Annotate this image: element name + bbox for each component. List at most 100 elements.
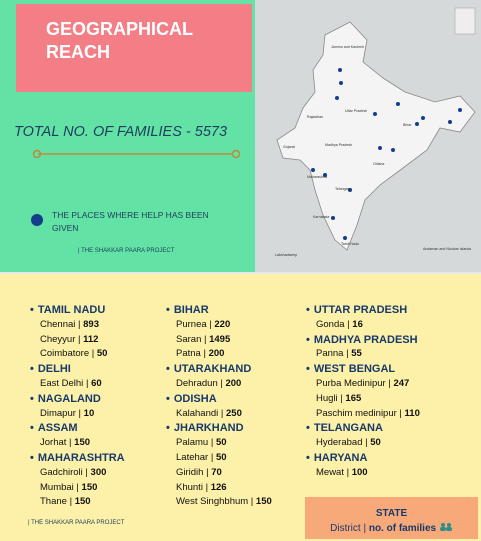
families: 300 (90, 466, 107, 478)
families: 150 (81, 481, 98, 493)
district: Dehradun | 200 (176, 377, 242, 389)
state: • TAMIL NADU (30, 303, 125, 318)
families: 50 (370, 437, 381, 449)
families: 70 (211, 466, 222, 478)
state-name: ASSAM (37, 422, 78, 435)
district: Panna | 55 (316, 348, 362, 360)
state-name: TAMIL NADU (37, 304, 106, 316)
district-name: Saran (176, 333, 202, 345)
district: Giridih | 70 (176, 466, 222, 478)
state-name: NAGALAND (37, 392, 101, 405)
state: • JHARKHAND (166, 421, 272, 436)
district: Latehar | 50 (176, 451, 227, 463)
families: 50 (96, 348, 108, 360)
bullet: • (30, 392, 34, 405)
families: 1495 (209, 333, 231, 345)
district-name: Patna (176, 348, 201, 360)
families: 200 (208, 348, 225, 360)
map-label: Jammu and Kashmir (331, 45, 365, 49)
district-name: Purnea (176, 318, 207, 330)
district-name: Dimapur (40, 407, 76, 419)
district: Patna | 200 (176, 348, 225, 360)
map: Jammu and Kashmir Rajasthan Uttar Prades… (255, 0, 481, 272)
legend-dot (31, 214, 43, 226)
state: • ODISHA (166, 392, 272, 407)
credit: | THE SHAKKAR PAARA PROJECT (28, 520, 125, 526)
map-label: Tamil Nadu (341, 242, 359, 246)
column: • BIHAR Purnea | 220 Saran | 1495 Patna | 20… (166, 303, 272, 510)
district: Chennai | 893 (40, 318, 99, 330)
district: East Delhi | 60 (40, 377, 102, 389)
state-name: JHARKHAND (173, 422, 244, 435)
district-name: Hugli (316, 392, 338, 404)
district-name: Chennai (40, 318, 76, 330)
bullet: • (306, 363, 310, 376)
families: 112 (83, 333, 99, 345)
people-icon (439, 523, 452, 531)
district: Mewat | 100 (316, 466, 368, 478)
district: Purnea | 220 (176, 318, 231, 330)
map-label: Gujarat (283, 145, 295, 149)
key-families: no. of families (368, 523, 437, 534)
district-name: Paschim medinipur (316, 407, 397, 419)
district: Purba Medinipur | 247 (316, 377, 410, 389)
district-name: Kalahandi (176, 407, 219, 419)
state: • TELANGANA (306, 421, 420, 436)
district-name: Gadchiroli (40, 466, 83, 478)
bullet: • (30, 422, 34, 435)
district-name: Giridih (176, 466, 204, 478)
bullet: • (306, 304, 310, 316)
map-label: Bihar (403, 123, 412, 127)
map-label: Karnataka (313, 215, 329, 219)
district: Mumbai | 150 (40, 481, 98, 493)
district: Saran | 1495 (176, 333, 231, 345)
bullet: • (166, 363, 170, 376)
column: • TAMIL NADU Chennai | 893 Cheyyur | 112 Coi… (30, 303, 125, 510)
state: • UTARAKHAND (166, 362, 272, 377)
map-label: Andaman and Nicobar Islands (423, 247, 471, 251)
families: 150 (255, 496, 272, 508)
district: Kalahandi | 250 (176, 407, 242, 419)
district: Jorhat | 150 (40, 437, 91, 449)
total-value: 5573 (194, 124, 228, 140)
district: Khunti | 126 (176, 481, 227, 493)
credit: | THE SHAKKAR PAARA PROJECT (78, 248, 175, 254)
bullet: • (166, 392, 170, 405)
families: 110 (404, 407, 420, 419)
key-title: STATE (375, 508, 408, 519)
families: 250 (226, 407, 242, 419)
bullet: • (306, 422, 310, 435)
district: West Singhbhum | 150 (176, 496, 272, 508)
families: 150 (74, 496, 91, 508)
state: • UTTAR PRADESH (306, 303, 420, 318)
district-name: Latehar (176, 451, 209, 463)
district-name: Thane (40, 496, 67, 508)
families: 247 (393, 377, 410, 389)
title-box: GEOGRAPHICAL REACH (16, 4, 252, 92)
bullet: • (30, 451, 34, 464)
state-name: TELANGANA (313, 422, 383, 435)
map-label: Telangana (335, 187, 352, 191)
state: • DELHI (30, 362, 125, 377)
district-name: Mewat (316, 466, 344, 478)
state: • WEST BENGAL (306, 362, 420, 377)
state-name: WEST BENGAL (313, 363, 396, 376)
district-name: Panna (316, 348, 344, 360)
families: 893 (83, 318, 99, 330)
state-name: ODISHA (173, 392, 217, 405)
district-name: West Singhbhum (176, 496, 249, 508)
map-label: Madhya Pradesh (325, 143, 352, 147)
state-name: UTTAR PRADESH (313, 304, 408, 316)
map-label: Maharashtra (307, 175, 327, 179)
families: 150 (74, 437, 91, 449)
key-district: District (330, 523, 361, 534)
families: 126 (210, 481, 227, 493)
families: 50 (215, 451, 227, 463)
map-label: Uttar Pradesh (345, 109, 367, 113)
families: 165 (345, 392, 362, 404)
district-name: Gonda (316, 318, 345, 330)
district: Palamu | 50 (176, 437, 227, 449)
district-name: Palamu (176, 437, 209, 449)
state: • HARYANA (306, 451, 420, 466)
district-name: Dehradun (176, 377, 218, 389)
